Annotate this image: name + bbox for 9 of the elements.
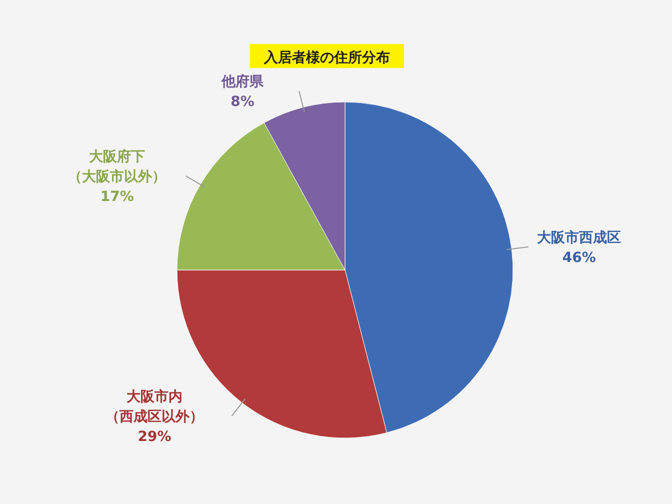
slice-label: 大阪市西成区 [537, 228, 622, 246]
slice-label: 大阪市内（西成区以外） [106, 388, 204, 426]
data-label: 17% [100, 188, 134, 205]
slice-label: 他府県 [220, 73, 264, 90]
data-label: 8% [230, 94, 254, 110]
slice-label: 大阪府下（大阪市以外） [68, 148, 166, 185]
data-label: 29% [138, 429, 172, 446]
data-label: 46% [562, 250, 596, 266]
chart-title: 入居者様の住所分布 [263, 50, 390, 66]
